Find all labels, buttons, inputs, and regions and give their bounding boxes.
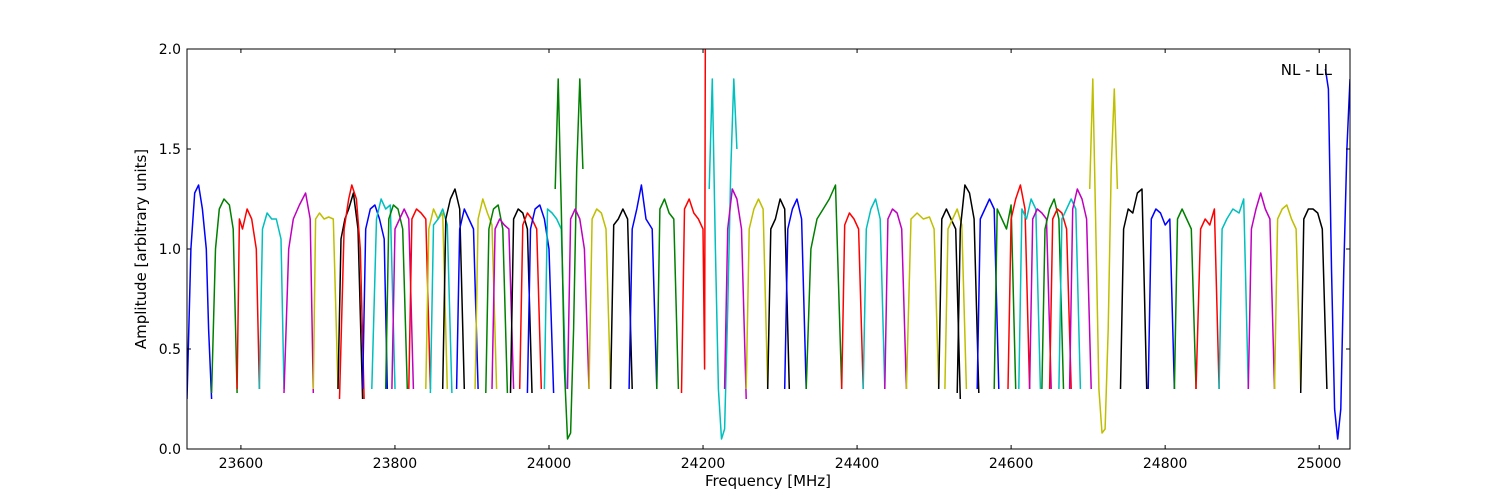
series-line-46 [1007, 184, 1031, 390]
series-line-0 [187, 184, 213, 400]
series-line-19 [491, 218, 515, 390]
series-line-38 [862, 198, 886, 390]
series-line-28 [628, 184, 658, 390]
series-line-10 [384, 204, 409, 390]
series-line-45 [993, 204, 1017, 390]
series-line-12 [408, 208, 432, 390]
series-line-26 [588, 208, 612, 390]
series-line-48 [1028, 208, 1052, 390]
y-axis: 0.0 0.5 1.0 1.5 2.0 [159, 42, 1350, 458]
x-tick-label: 24800 [1143, 456, 1188, 472]
series-line-35 [783, 198, 807, 390]
x-tick-label: 24600 [989, 456, 1034, 472]
series-line-56 [1173, 208, 1197, 390]
x-axis-label: Frequency [MHz] [705, 472, 831, 490]
series-line-39 [884, 208, 908, 390]
series-line-50 [1048, 208, 1072, 390]
x-tick-label: 24200 [681, 456, 726, 472]
series-line-49 [1041, 198, 1065, 390]
plot-area [187, 49, 1350, 449]
series-line-55 [1147, 208, 1176, 390]
y-tick-label: 0.0 [159, 442, 181, 458]
series-line-58 [1218, 198, 1250, 390]
y-tick-label: 2.0 [159, 42, 181, 58]
series-line-9 [371, 198, 396, 390]
series-line-62 [1324, 68, 1350, 440]
series-line-5 [312, 212, 339, 390]
series-line-24 [554, 78, 584, 440]
series-line-37 [840, 212, 864, 390]
x-tick-label: 25000 [1297, 456, 1342, 472]
series-line-32 [723, 188, 747, 400]
series-line-40 [905, 212, 940, 390]
series-line-21 [518, 212, 543, 390]
x-tick-label: 23600 [219, 456, 264, 472]
series-line-31 [708, 78, 738, 440]
series-line-27 [609, 208, 633, 390]
series-line-17 [474, 198, 498, 390]
series-line-30 [680, 49, 707, 394]
series-line-8 [361, 204, 389, 390]
series-line-33 [745, 198, 769, 390]
y-tick-label: 1.0 [159, 242, 181, 258]
series-line-47 [1018, 198, 1042, 390]
series-line-4 [283, 192, 315, 394]
series-line-3 [258, 212, 285, 390]
series-line-52 [1068, 188, 1092, 390]
series-line-7 [338, 184, 365, 400]
series-line-22 [526, 204, 555, 394]
series-line-60 [1273, 204, 1302, 390]
series-line-20 [509, 208, 533, 394]
y-tick-label: 1.5 [159, 142, 181, 158]
series-line-51 [1058, 198, 1082, 390]
series-line-16 [455, 208, 479, 390]
x-tick-label: 24000 [527, 456, 572, 472]
x-tick-label: 24400 [835, 456, 880, 472]
series-line-61 [1299, 208, 1328, 394]
series-line-44 [976, 198, 1000, 390]
series-line-43 [956, 184, 980, 394]
x-tick-label: 23800 [373, 456, 418, 472]
x-axis: 23600 23800 24000 24200 24400 24600 24800 25000 [219, 49, 1342, 472]
series-line-2 [236, 208, 261, 390]
series-line-34 [766, 198, 791, 390]
series-line-13 [425, 208, 449, 390]
series-line-11 [391, 208, 415, 390]
series-line-18 [485, 204, 509, 394]
series-line-54 [1119, 188, 1148, 390]
y-tick-label: 0.5 [159, 342, 181, 358]
y-axis-label: Amplitude [arbitrary units] [132, 149, 150, 349]
series-line-15 [441, 188, 466, 390]
series-line-57 [1195, 208, 1220, 390]
series-layer [187, 49, 1350, 440]
series-line-29 [656, 198, 680, 390]
series-line-25 [566, 208, 590, 390]
series-line-41 [937, 208, 962, 400]
series-line-36 [805, 184, 843, 390]
series-line-14 [429, 208, 453, 394]
series-line-59 [1247, 192, 1276, 390]
series-line-42 [944, 208, 968, 390]
series-line-1 [210, 198, 238, 394]
chart-annotation: NL - LL [1281, 61, 1333, 79]
series-line-53 [1088, 78, 1119, 434]
